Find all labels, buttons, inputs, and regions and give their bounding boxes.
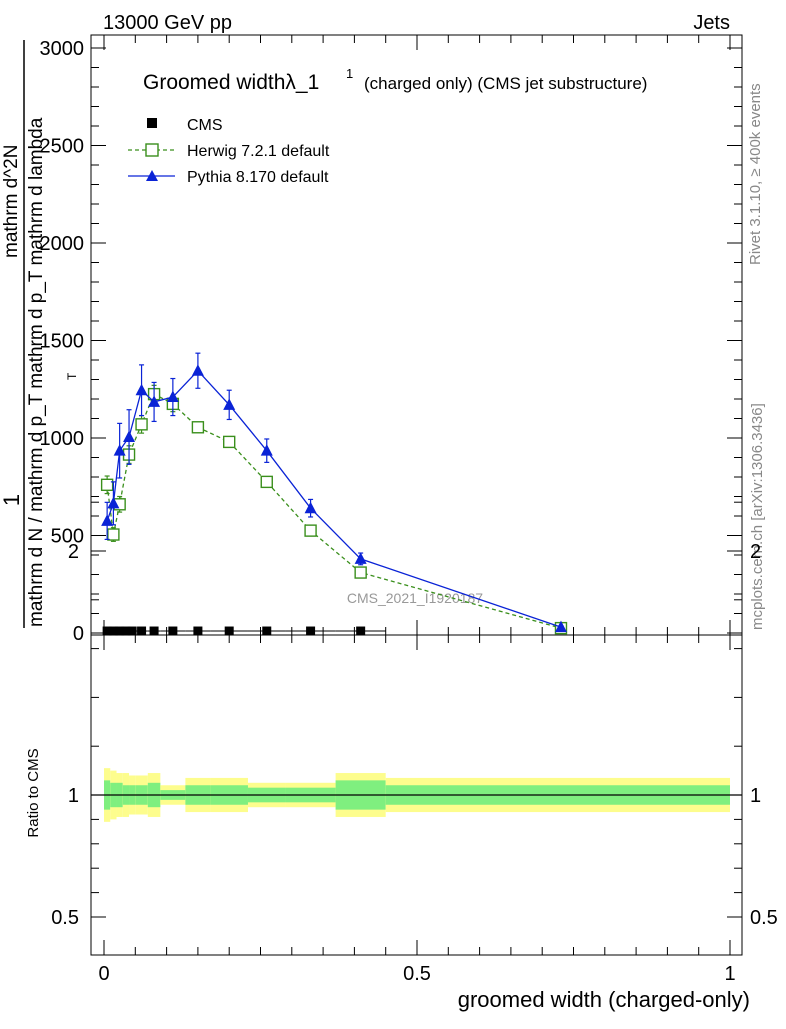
title-main: Groomed widthλ_1 bbox=[143, 71, 319, 94]
ratio-y-label: Ratio to CMS bbox=[25, 748, 42, 837]
cms-point bbox=[306, 626, 316, 636]
cms-point bbox=[149, 626, 159, 636]
pythia-point bbox=[304, 501, 317, 514]
ratio-y-tick-label-right: 2 bbox=[750, 541, 761, 563]
legend-item-pythia: Pythia 8.170 default bbox=[128, 169, 329, 186]
cms-point bbox=[127, 626, 137, 636]
cms-point bbox=[137, 626, 147, 636]
x-axis-label: groomed width (charged-only) bbox=[458, 987, 750, 1012]
pythia-point bbox=[135, 383, 148, 396]
title-suffix: (charged only) (CMS jet substructure) bbox=[364, 74, 647, 93]
ratio-y-tick-label: 2 bbox=[68, 541, 79, 563]
pythia-point bbox=[166, 390, 179, 403]
y-label-one: 1 bbox=[0, 494, 24, 506]
ratio-panel: 0.5 0.51 12 2 0 0.5 1 Ratio to CMS groomed wi… bbox=[25, 501, 778, 1012]
y-tick-label: 1500 bbox=[40, 331, 85, 353]
y-tick-label: 2000 bbox=[40, 233, 85, 255]
energy-label: 13000 GeV pp bbox=[103, 12, 232, 34]
pythia-point bbox=[260, 444, 273, 456]
legend-marker-herwig bbox=[145, 143, 159, 157]
herwig-point bbox=[260, 475, 273, 489]
ratio-y-tick-label-right: 0.5 bbox=[750, 907, 778, 929]
pythia-point bbox=[101, 514, 114, 526]
legend-item-cms: CMS bbox=[147, 117, 223, 134]
cms-point bbox=[168, 626, 178, 636]
pythia-point bbox=[354, 552, 367, 564]
herwig-line bbox=[106, 393, 562, 629]
ratio-y-axis: 0.5 0.5 1 1 2 2 bbox=[51, 501, 778, 929]
herwig-point bbox=[135, 418, 148, 431]
legend-label-pythia: Pythia 8.170 default bbox=[187, 169, 329, 186]
cms-point bbox=[121, 626, 131, 636]
legend-item-herwig: Herwig 7.2.1 default bbox=[128, 143, 330, 160]
y-label-numerator: mathrm d^2N bbox=[1, 145, 22, 258]
y-tick-label: 0 bbox=[73, 623, 84, 645]
legend-label-herwig: Herwig 7.2.1 default bbox=[187, 143, 330, 160]
herwig-point bbox=[222, 435, 236, 449]
pythia-point bbox=[113, 444, 126, 456]
cms-point bbox=[115, 626, 125, 636]
ratio-y-tick-label: 1 bbox=[68, 785, 79, 807]
y-tick-label: 1000 bbox=[40, 428, 85, 450]
mcplots-label: mcplots.cern.ch [arXiv:1306.3436] bbox=[749, 403, 766, 630]
herwig-point bbox=[191, 421, 205, 434]
pythia-point bbox=[191, 364, 204, 376]
ratio-y-tick-label: 0.5 bbox=[51, 907, 79, 929]
x-tick-label: 0.5 bbox=[403, 963, 431, 985]
pythia-point bbox=[554, 620, 567, 633]
y-tick-label: 3000 bbox=[40, 38, 85, 60]
pythia-point bbox=[223, 398, 236, 410]
main-data-layer bbox=[100, 352, 568, 636]
cms-point bbox=[224, 626, 234, 636]
rivet-label: Rivet 3.1.10, ≥ 400k events bbox=[747, 83, 764, 265]
y-label-denominator: mathrm d N / mathrm d p_T mathrm d p_T m… bbox=[26, 117, 47, 627]
cms-point bbox=[193, 626, 203, 636]
legend-label-cms: CMS bbox=[187, 117, 223, 134]
pythia-point bbox=[107, 496, 120, 509]
y-tick-label: 500 bbox=[51, 526, 84, 548]
legend-marker-cms bbox=[147, 118, 157, 128]
herwig-point bbox=[304, 524, 317, 537]
y-tick-label: 2500 bbox=[40, 136, 85, 158]
ratio-x-axis: 0 0.5 1 bbox=[98, 635, 736, 985]
herwig-point bbox=[100, 478, 114, 491]
legend-marker-pythia bbox=[146, 170, 158, 181]
cms-point bbox=[108, 626, 118, 636]
cms-point bbox=[102, 626, 112, 636]
x-tick-label: 1 bbox=[724, 963, 735, 985]
y-label-subscript: T bbox=[65, 372, 79, 380]
pythia-point bbox=[123, 430, 136, 443]
x-tick-label: 0 bbox=[98, 963, 109, 985]
main-panel: 0 500 1000 1500 2000 2500 3000 Groomed widthλ_… bbox=[0, 34, 743, 645]
watermark: CMS_2021_I1920187 bbox=[347, 590, 483, 606]
title-sup: 1 bbox=[346, 66, 353, 81]
main-y-axis: 0 500 1000 1500 2000 2500 3000 bbox=[40, 38, 742, 645]
legend: CMS Herwig 7.2.1 default Pythia 8.170 de… bbox=[128, 117, 330, 186]
herwig-point bbox=[107, 528, 120, 541]
ratio-y-tick-label-right: 1 bbox=[750, 785, 761, 807]
cms-point bbox=[262, 626, 272, 636]
cms-point bbox=[356, 626, 366, 636]
category-label: Jets bbox=[693, 12, 730, 34]
main-y-label: 1 mathrm d N / mathrm d p_T mathrm d p_T… bbox=[0, 40, 79, 628]
pythia-point bbox=[148, 395, 161, 407]
herwig-point bbox=[354, 566, 367, 579]
chart-title: Groomed widthλ_1 1 (charged only) (CMS j… bbox=[143, 66, 647, 94]
